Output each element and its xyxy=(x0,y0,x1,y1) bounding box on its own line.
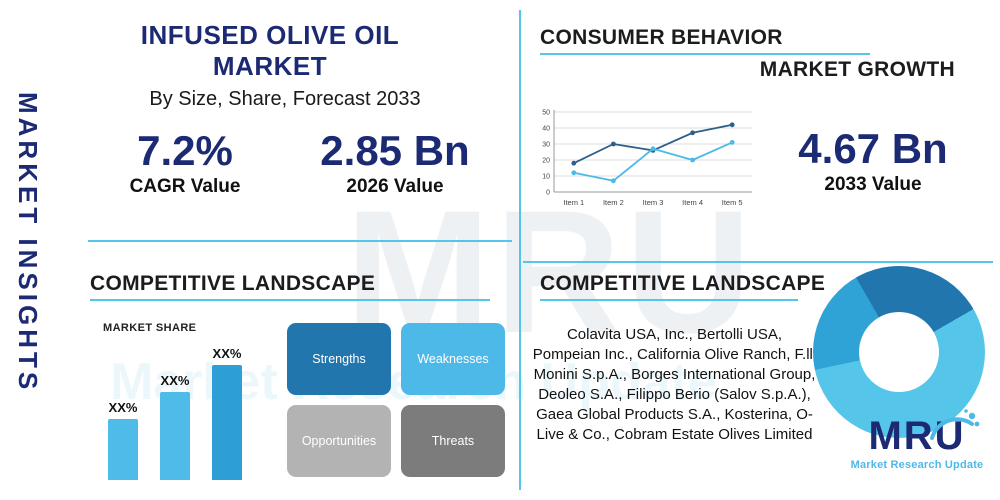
vertical-title: MARKET INSIGHTS xyxy=(13,92,43,394)
competitive-landscape-right-title: COMPETITIVE LANDSCAPE xyxy=(540,272,826,295)
mru-logo: MRU Market Research Update xyxy=(838,409,996,471)
series-light-marker xyxy=(650,146,656,152)
market-share-label: MARKET SHARE xyxy=(103,322,197,334)
cagr-value: 7.2% xyxy=(137,127,233,174)
y-tick-label: 20 xyxy=(542,158,550,165)
x-tick-label: Item 2 xyxy=(603,198,624,207)
x-tick-label: Item 5 xyxy=(722,198,743,207)
logo-text: MRU xyxy=(868,409,979,456)
competitive-landscape-left-underline xyxy=(90,299,490,301)
page-subtitle: By Size, Share, Forecast 2033 xyxy=(149,88,421,110)
market-share-bar: XX% xyxy=(212,346,242,480)
market-growth-title: MARKET GROWTH xyxy=(759,58,955,81)
market-share-bar: XX% xyxy=(108,400,138,480)
logo-tagline: Market Research Update xyxy=(850,459,984,471)
x-tick-label: Item 3 xyxy=(643,198,664,207)
company-share-donut-chart xyxy=(813,266,985,438)
market-share-bar: XX% xyxy=(160,373,190,480)
value-2026-stat: 2.85 Bn 2026 Value xyxy=(300,127,490,198)
bar xyxy=(212,365,242,480)
bar xyxy=(108,419,138,480)
page-title: INFUSED OLIVE OIL MARKET xyxy=(140,20,400,81)
x-tick-label: Item 1 xyxy=(563,198,584,207)
horizontal-divider-right xyxy=(523,261,993,263)
competitive-landscape-right-underline xyxy=(540,299,798,301)
bar-value-label: XX% xyxy=(160,373,190,389)
series-dark-marker xyxy=(611,141,616,147)
value-2033: 4.67 Bn xyxy=(798,125,948,172)
y-tick-label: 50 xyxy=(542,110,550,117)
market-growth-line-chart: 0 10 20 30 40 50 Item 1 Item 2 Item 3 Item 4 Item … xyxy=(542,110,752,207)
series-light-marker xyxy=(729,140,735,145)
logo-swoosh-icon xyxy=(929,409,979,440)
series-dark-marker xyxy=(729,122,735,128)
y-tick-label: 0 xyxy=(546,190,550,197)
series-dark-marker xyxy=(571,160,577,166)
series-dark-marker xyxy=(690,130,695,136)
value-2033-label: 2033 Value xyxy=(824,174,922,196)
swot-strengths: Strengths xyxy=(287,323,391,395)
vertical-divider xyxy=(519,10,521,490)
consumer-behavior-title: CONSUMER BEHAVIOR xyxy=(540,26,783,49)
swot-weaknesses: Weaknesses xyxy=(401,323,505,395)
cagr-label: CAGR Value xyxy=(129,176,241,198)
y-tick-label: 40 xyxy=(542,126,550,133)
value-2026-label: 2026 Value xyxy=(346,176,444,198)
y-tick-label: 10 xyxy=(542,174,550,181)
swot-threats: Threats xyxy=(401,405,505,477)
swot-grid: Strengths Weaknesses Opportunities Threats xyxy=(287,323,505,477)
bar xyxy=(160,392,190,480)
consumer-behavior-underline xyxy=(540,53,870,55)
value-2033-stat: 4.67 Bn 2033 Value xyxy=(778,125,968,196)
bar-value-label: XX% xyxy=(212,346,242,361)
donut-hole xyxy=(859,312,939,392)
bar-value-label: XX% xyxy=(108,400,138,416)
series-light-marker xyxy=(611,178,616,184)
company-list: Colavita USA, Inc., Bertolli USA, Pompei… xyxy=(532,326,817,443)
market-share-bar-chart: XX% XX% XX% xyxy=(108,340,242,480)
series-light-marker xyxy=(571,170,577,176)
series-light-marker xyxy=(690,157,695,163)
competitive-landscape-left-title: COMPETITIVE LANDSCAPE xyxy=(90,272,376,295)
y-tick-label: 30 xyxy=(542,142,550,149)
cagr-stat: 7.2% CAGR Value xyxy=(105,127,265,198)
value-2026: 2.85 Bn xyxy=(320,127,470,174)
horizontal-divider-left xyxy=(88,240,512,242)
swot-opportunities: Opportunities xyxy=(287,405,391,477)
x-tick-label: Item 4 xyxy=(682,198,703,207)
